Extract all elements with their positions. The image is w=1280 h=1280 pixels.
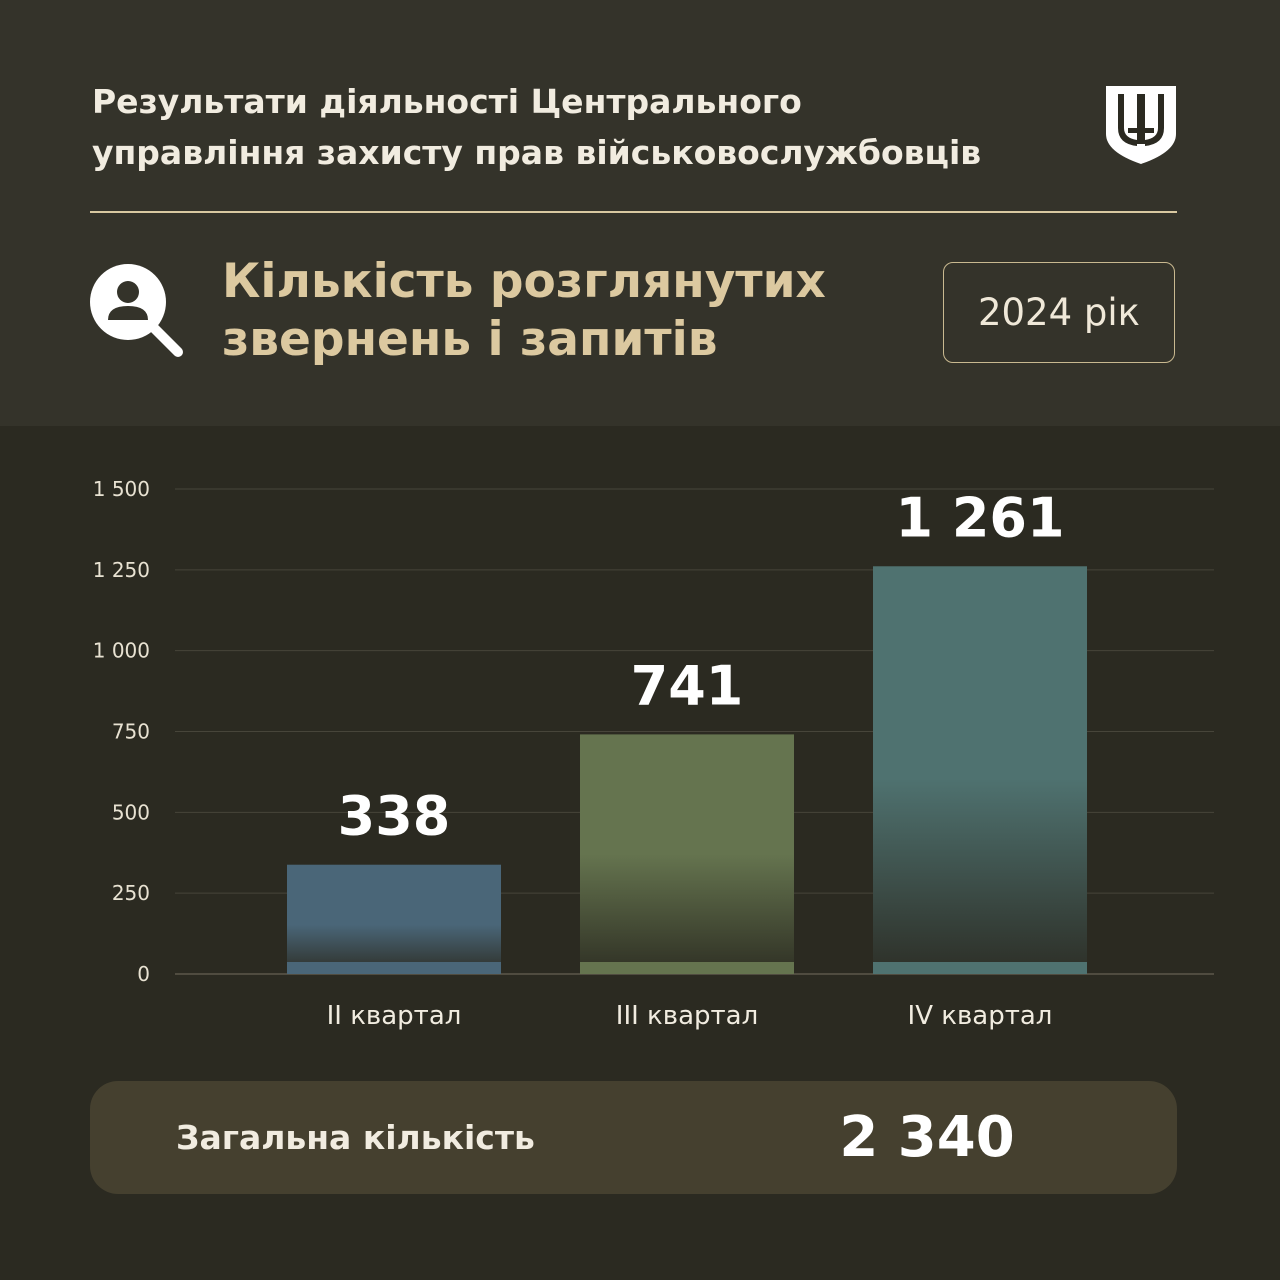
bar-base (873, 962, 1087, 974)
total-label: Загальна кількість (176, 1118, 535, 1157)
bar-value-label: 338 (338, 785, 451, 848)
y-tick-label: 750 (112, 720, 150, 744)
bar-base (287, 962, 501, 974)
section-title: Кількість розглянутих звернень і запитів (222, 253, 922, 369)
bar-value-label: 741 (631, 654, 744, 717)
x-category-label: IV квартал (908, 1001, 1053, 1031)
y-tick-label: 250 (112, 881, 150, 905)
header-divider (90, 211, 1177, 213)
bar (580, 734, 794, 974)
page-title: Результати діяльності Центрального управ… (92, 76, 1052, 178)
x-category-label: III квартал (616, 1001, 758, 1031)
y-tick-label: 0 (137, 962, 150, 986)
bar-base (580, 962, 794, 974)
total-panel: Загальна кількість 2 340 (90, 1081, 1177, 1194)
x-category-label: II квартал (327, 1001, 462, 1031)
y-tick-label: 500 (112, 800, 150, 824)
year-badge: 2024 рік (943, 262, 1175, 363)
y-tick-label: 1 500 (93, 477, 150, 501)
bar-value-label: 1 261 (895, 486, 1064, 549)
total-value: 2 340 (839, 1105, 1015, 1170)
y-tick-label: 1 250 (93, 558, 150, 582)
page-title-line-1: Результати діяльності Центрального (92, 82, 802, 121)
bar (873, 566, 1087, 974)
page-title-line-2: управління захисту прав військовослужбов… (92, 133, 982, 172)
tryzub-shield-icon (1106, 86, 1176, 164)
y-tick-label: 1 000 (93, 639, 150, 663)
section-title-line-2: звернень і запитів (222, 312, 718, 367)
bar (287, 864, 501, 974)
section-title-line-1: Кількість розглянутих (222, 254, 826, 309)
header-band (0, 0, 1280, 426)
user-search-icon (90, 264, 183, 357)
